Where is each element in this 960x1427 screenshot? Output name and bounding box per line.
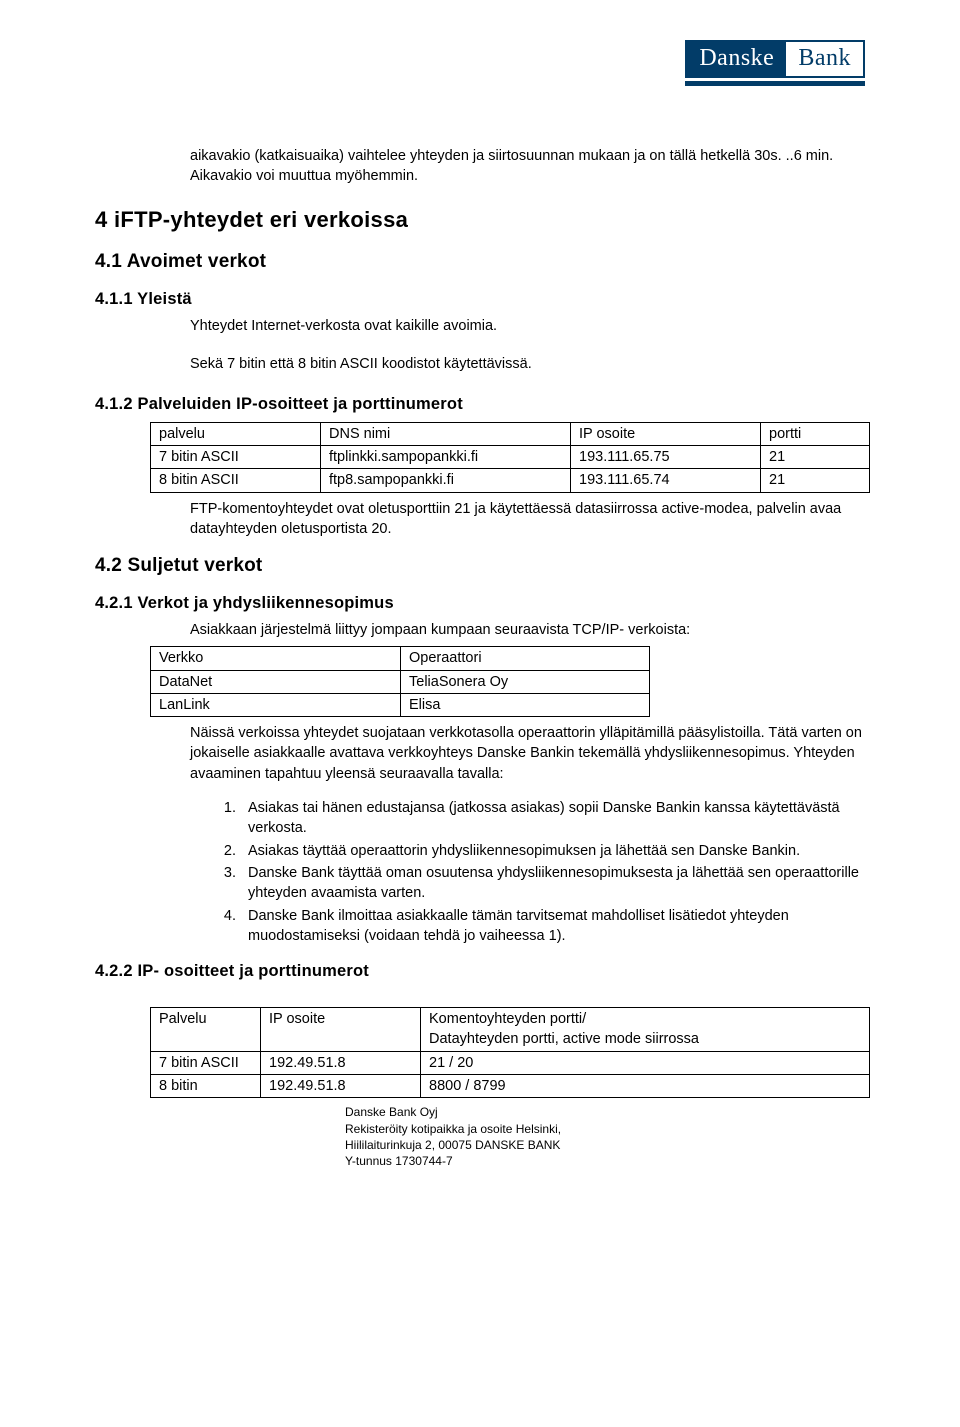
networks-table: Verkko Operaattori DataNet TeliaSonera O… [150, 646, 650, 717]
section-4-2-title: 4.2 Suljetut verkot [95, 553, 865, 580]
section-4-2-1-title: 4.2.1 Verkot ja yhdysliikennesopimus [95, 592, 865, 615]
table-row: LanLink Elisa [151, 693, 650, 716]
table-cell: LanLink [151, 693, 401, 716]
table-cell: 21 [761, 469, 870, 492]
table-header: DNS nimi [321, 422, 571, 445]
table-cell: 193.111.65.75 [571, 446, 761, 469]
ip-ports-table: Palvelu IP osoite Komentoyhteyden portti… [150, 1007, 870, 1098]
table-cell: ftp8.sampopankki.fi [321, 469, 571, 492]
footer-line: Danske Bank Oyj [345, 1104, 865, 1120]
logo-right-text: Bank [786, 42, 863, 76]
page-footer: Danske Bank Oyj Rekisteröity kotipaikka … [345, 1104, 865, 1169]
table-row: 8 bitin ASCII ftp8.sampopankki.fi 193.11… [151, 469, 870, 492]
section-4-1-1-p1: Yhteydet Internet-verkosta ovat kaikille… [190, 316, 865, 336]
table-cell: 7 bitin ASCII [151, 1051, 261, 1074]
table-row: DataNet TeliaSonera Oy [151, 670, 650, 693]
table-cell: Elisa [401, 693, 650, 716]
table-header-row: palvelu DNS nimi IP osoite portti [151, 422, 870, 445]
table-cell: ftplinkki.sampopankki.fi [321, 446, 571, 469]
table-row: 8 bitin 192.49.51.8 8800 / 8799 [151, 1075, 870, 1098]
table-header: portti [761, 422, 870, 445]
section-4-2-2-title: 4.2.2 IP- osoitteet ja porttinumerot [95, 960, 865, 983]
section-4-title: 4 iFTP-yhteydet eri verkoissa [95, 205, 865, 236]
table-cell: 8 bitin ASCII [151, 469, 321, 492]
table-cell: 193.111.65.74 [571, 469, 761, 492]
footer-line: Y-tunnus 1730744-7 [345, 1153, 865, 1169]
table-cell: DataNet [151, 670, 401, 693]
list-item: Danske Bank ilmoittaa asiakkaalle tämän … [240, 906, 865, 947]
table-cell: 21 / 20 [421, 1051, 870, 1074]
table-header: IP osoite [571, 422, 761, 445]
table-row: 7 bitin ASCII 192.49.51.8 21 / 20 [151, 1051, 870, 1074]
table-row: 7 bitin ASCII ftplinkki.sampopankki.fi 1… [151, 446, 870, 469]
logo-container: Danske Bank [95, 40, 865, 86]
footer-line: Hiililaiturinkuja 2, 00075 DANSKE BANK [345, 1137, 865, 1153]
table-header: IP osoite [261, 1008, 421, 1052]
section-4-2-1-p2: Näissä verkoissa yhteydet suojataan verk… [190, 723, 865, 784]
table-header-row: Verkko Operaattori [151, 647, 650, 670]
table-cell: 192.49.51.8 [261, 1075, 421, 1098]
table-header: palvelu [151, 422, 321, 445]
section-4-1-2-note: FTP-komentoyhteydet ovat oletusporttiin … [190, 499, 865, 540]
section-4-1-1-title: 4.1.1 Yleistä [95, 288, 865, 311]
list-item: Asiakas tai hänen edustajansa (jatkossa … [240, 798, 865, 839]
intro-paragraph: aikavakio (katkaisuaika) vaihtelee yhtey… [190, 146, 865, 187]
logo-left-text: Danske [687, 42, 786, 76]
footer-line: Rekisteröity kotipaikka ja osoite Helsin… [345, 1121, 865, 1137]
table-header: Komentoyhteyden portti/ Datayhteyden por… [421, 1008, 870, 1052]
list-item: Asiakas täyttää operaattorin yhdysliiken… [240, 841, 865, 861]
section-4-2-1-p1: Asiakkaan järjestelmä liittyy jompaan ku… [190, 620, 865, 640]
table-header: Palvelu [151, 1008, 261, 1052]
section-4-1-1-p2: Sekä 7 bitin että 8 bitin ASCII koodisto… [190, 354, 865, 374]
steps-list: Asiakas tai hänen edustajansa (jatkossa … [240, 798, 865, 946]
table-cell: 21 [761, 446, 870, 469]
table-cell: TeliaSonera Oy [401, 670, 650, 693]
section-4-1-title: 4.1 Avoimet verkot [95, 249, 865, 276]
table-cell: 8800 / 8799 [421, 1075, 870, 1098]
table-cell: 7 bitin ASCII [151, 446, 321, 469]
logo-underline [685, 81, 865, 86]
table-header-row: Palvelu IP osoite Komentoyhteyden portti… [151, 1008, 870, 1052]
table-header: Operaattori [401, 647, 650, 670]
services-table: palvelu DNS nimi IP osoite portti 7 biti… [150, 422, 870, 493]
table-header: Verkko [151, 647, 401, 670]
table-cell: 8 bitin [151, 1075, 261, 1098]
table-cell: 192.49.51.8 [261, 1051, 421, 1074]
list-item: Danske Bank täyttää oman osuutensa yhdys… [240, 863, 865, 904]
section-4-1-2-title: 4.1.2 Palveluiden IP-osoitteet ja portti… [95, 393, 865, 416]
danske-bank-logo: Danske Bank [685, 40, 865, 86]
